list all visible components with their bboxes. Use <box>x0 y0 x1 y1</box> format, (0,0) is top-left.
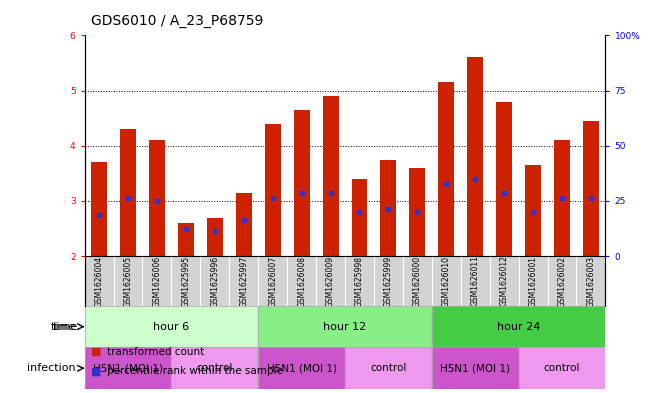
Text: GSM1626000: GSM1626000 <box>413 255 422 307</box>
Bar <box>207 218 223 256</box>
Text: H5N1 (MOI 1): H5N1 (MOI 1) <box>440 363 510 373</box>
Bar <box>554 140 570 256</box>
Text: percentile rank within the sample: percentile rank within the sample <box>107 366 283 376</box>
Bar <box>525 165 541 256</box>
Bar <box>467 57 483 256</box>
Text: GSM1626006: GSM1626006 <box>152 255 161 307</box>
Text: ■: ■ <box>91 366 102 376</box>
Bar <box>323 96 339 256</box>
Bar <box>149 140 165 256</box>
Text: GSM1626002: GSM1626002 <box>557 255 566 307</box>
Text: hour 24: hour 24 <box>497 321 540 332</box>
Text: GDS6010 / A_23_P68759: GDS6010 / A_23_P68759 <box>91 13 264 28</box>
Text: H5N1 (MOI 1): H5N1 (MOI 1) <box>93 363 163 373</box>
Text: GSM1625999: GSM1625999 <box>384 255 393 307</box>
Bar <box>583 121 599 256</box>
Bar <box>236 193 252 256</box>
Bar <box>438 82 454 256</box>
Bar <box>85 306 258 347</box>
Text: control: control <box>544 363 580 373</box>
Bar <box>258 347 345 389</box>
Bar <box>258 306 432 347</box>
Bar <box>380 160 396 256</box>
Bar <box>294 110 310 256</box>
Text: transformed count: transformed count <box>107 347 204 357</box>
Bar <box>345 347 432 389</box>
Text: GSM1626003: GSM1626003 <box>587 255 596 307</box>
Text: hour 6: hour 6 <box>154 321 189 332</box>
Text: hour 12: hour 12 <box>324 321 367 332</box>
Bar <box>519 347 605 389</box>
Bar <box>120 129 136 256</box>
Text: H5N1 (MOI 1): H5N1 (MOI 1) <box>267 363 337 373</box>
Bar <box>91 162 107 256</box>
Text: GSM1625998: GSM1625998 <box>355 255 364 307</box>
Bar <box>85 347 171 389</box>
Text: time: time <box>51 321 76 332</box>
Text: GSM1625996: GSM1625996 <box>210 255 219 307</box>
Text: GSM1626010: GSM1626010 <box>442 255 450 307</box>
Bar <box>352 179 367 256</box>
Text: GSM1626011: GSM1626011 <box>471 255 480 307</box>
Text: time: time <box>53 321 78 332</box>
Bar <box>409 168 425 256</box>
Text: ■: ■ <box>91 347 102 357</box>
Text: GSM1625995: GSM1625995 <box>182 255 190 307</box>
Bar <box>496 102 512 256</box>
Text: control: control <box>197 363 233 373</box>
Bar <box>432 306 605 347</box>
Text: GSM1625997: GSM1625997 <box>240 255 248 307</box>
Text: GSM1626004: GSM1626004 <box>94 255 104 307</box>
Text: GSM1626008: GSM1626008 <box>297 255 306 307</box>
Text: infection: infection <box>27 363 76 373</box>
Text: GSM1626012: GSM1626012 <box>500 255 508 307</box>
Text: GSM1626001: GSM1626001 <box>529 255 538 307</box>
Bar <box>85 256 605 306</box>
Bar <box>432 347 519 389</box>
Bar <box>265 124 281 256</box>
Text: control: control <box>370 363 407 373</box>
Bar <box>171 347 258 389</box>
Text: GSM1626009: GSM1626009 <box>326 255 335 307</box>
Bar <box>178 223 194 256</box>
Text: GSM1626005: GSM1626005 <box>124 255 133 307</box>
Text: GSM1626007: GSM1626007 <box>268 255 277 307</box>
